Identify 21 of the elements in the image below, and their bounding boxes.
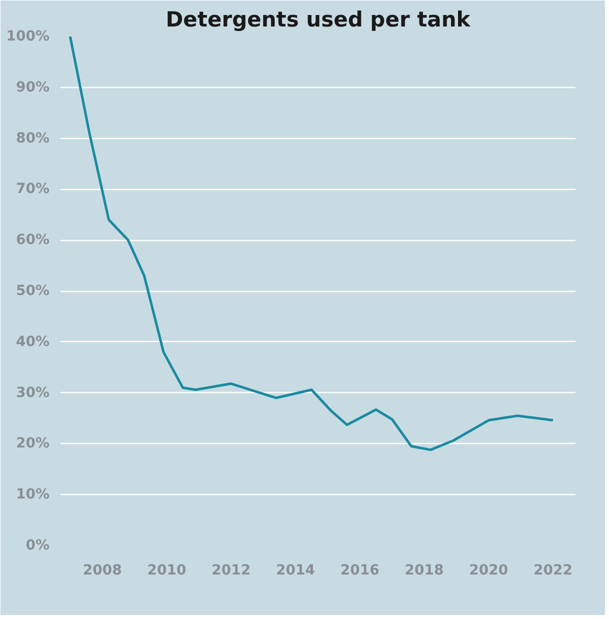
line-series: [68, 36, 554, 452]
y-tick-label: 10%: [16, 486, 50, 503]
chart-title: Detergents used per tank: [166, 8, 472, 32]
x-tick-label: 2018: [404, 562, 444, 578]
y-tick-label: 20%: [16, 436, 50, 452]
x-tick-label: 2016: [340, 562, 380, 578]
x-tick-label: 2012: [212, 562, 251, 578]
y-tick-label: 60%: [16, 232, 50, 248]
x-tick-label: 2008: [82, 562, 122, 578]
y-tick-label: 70%: [16, 181, 50, 198]
y-tick-label: 50%: [16, 283, 50, 299]
y-tick-label: 100%: [6, 28, 50, 44]
y-tick-label: 90%: [16, 79, 50, 96]
x-tick-label: 2014: [276, 562, 316, 578]
x-tick-label: 2010: [147, 562, 186, 578]
y-tick-label: 80%: [16, 130, 50, 146]
y-tick-label: 30%: [16, 384, 50, 401]
y-tick-label: 40%: [16, 334, 50, 350]
y-tick-label: 0%: [26, 538, 50, 554]
x-tick-label: 2020: [469, 562, 508, 578]
x-tick-label: 2022: [533, 562, 572, 578]
